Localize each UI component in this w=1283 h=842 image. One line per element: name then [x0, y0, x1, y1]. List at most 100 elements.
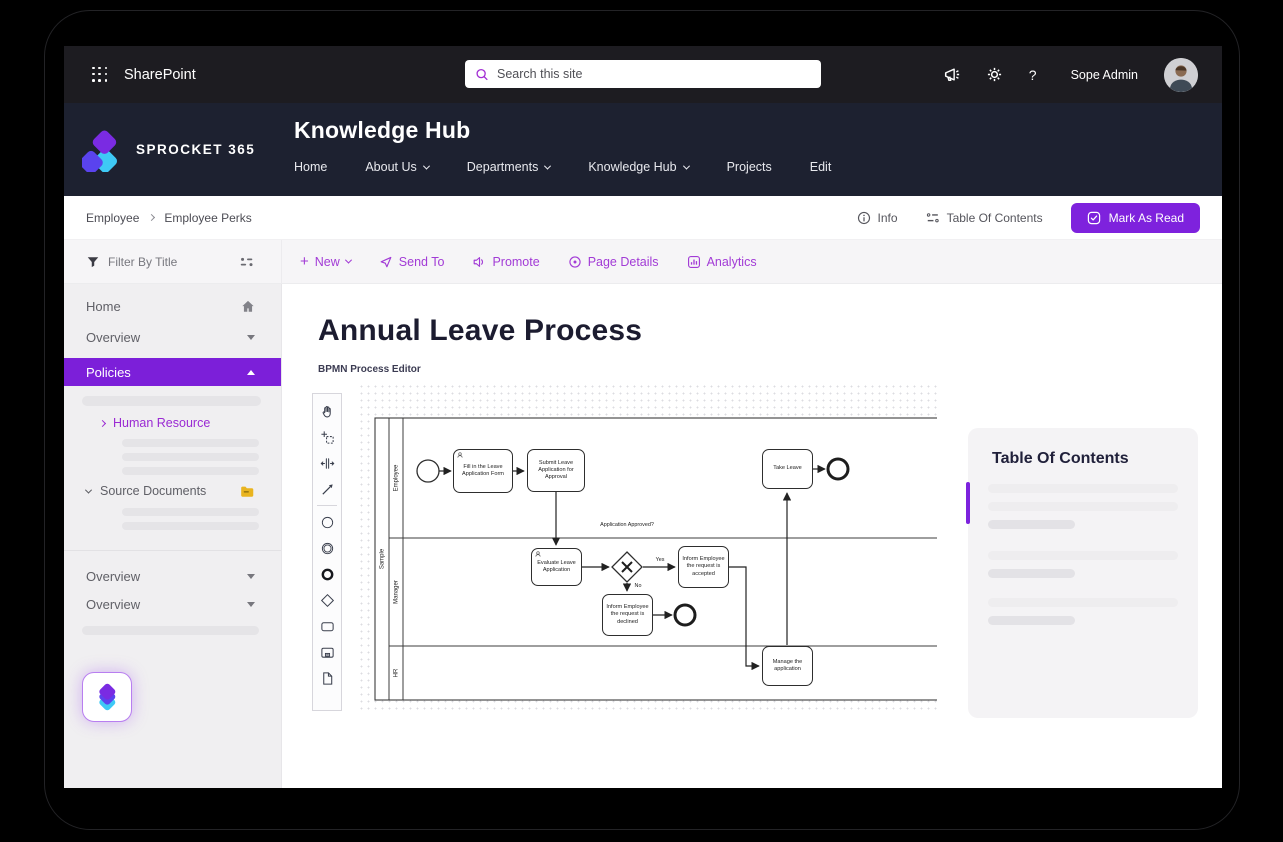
send-to-button[interactable]: Send To — [379, 255, 444, 269]
skeleton-line — [988, 502, 1178, 511]
lane-label-manager: Manager — [394, 580, 400, 604]
bpmn-diagram[interactable]: Sample Employee Manager HR — [310, 383, 937, 715]
user-task-icon — [535, 551, 541, 557]
hub-nav: Home About Us Departments Knowledge Hub … — [294, 160, 831, 174]
skeleton-line — [988, 551, 1178, 560]
chevron-down-icon — [682, 162, 690, 170]
task-submit[interactable]: Submit Leave Application for Approval — [527, 449, 585, 492]
gateway-label: Application Approved? — [600, 522, 654, 528]
table-of-contents-button[interactable]: Table Of Contents — [926, 211, 1043, 225]
start-event-tool-icon[interactable] — [314, 509, 340, 535]
skeleton-line — [82, 396, 261, 406]
nav-knowledge-hub[interactable]: Knowledge Hub — [588, 160, 690, 174]
page-details-button[interactable]: Page Details — [568, 255, 659, 269]
nav-home[interactable]: Home — [294, 160, 328, 174]
sprocket-logo-icon — [99, 683, 116, 711]
skeleton-line — [988, 484, 1178, 493]
sharepoint-app-window: SharePoint ? Sope Admin — [64, 46, 1222, 788]
topbar: SharePoint ? Sope Admin — [64, 46, 1222, 103]
sidebar-item-source-documents[interactable]: Source Documents — [84, 484, 255, 498]
waffle-menu-icon[interactable] — [92, 66, 108, 83]
avatar[interactable] — [1164, 57, 1198, 92]
breadcrumb-bar: Employee Employee Perks Info Table Of Co… — [64, 196, 1222, 240]
skeleton-line — [988, 520, 1075, 529]
promote-button[interactable]: Promote — [472, 255, 540, 269]
nav-edit[interactable]: Edit — [809, 160, 832, 174]
page-title-hub: Knowledge Hub — [294, 117, 471, 143]
data-object-tool-icon[interactable] — [314, 665, 340, 691]
user-task-icon — [457, 452, 463, 458]
user-name[interactable]: Sope Admin — [1070, 67, 1138, 82]
search-input[interactable] — [497, 67, 811, 81]
target-icon — [569, 255, 581, 268]
view-options-icon[interactable] — [239, 255, 255, 269]
command-bar: Filter By Title + New Send To Promote Pa… — [64, 240, 1222, 284]
breadcrumb-employee[interactable]: Employee — [86, 210, 140, 225]
task-accepted[interactable]: Inform Employee the request is accepted — [678, 546, 729, 588]
sidebar-item-home[interactable]: Home — [64, 292, 281, 320]
chevron-right-icon — [98, 419, 107, 427]
sprocket-logo-icon — [82, 129, 118, 172]
nav-projects[interactable]: Projects — [726, 160, 772, 174]
bpmn-editor-label: BPMN Process Editor — [318, 364, 421, 375]
new-button[interactable]: + New — [300, 253, 352, 270]
folder-icon — [241, 486, 254, 497]
site-header: SPROCKET 365 Knowledge Hub Home About Us… — [64, 103, 1222, 196]
flow-label-no: No — [634, 583, 642, 589]
chevron-down-icon — [544, 162, 552, 170]
info-icon — [857, 211, 870, 224]
task-evaluate[interactable]: Evaluate Leave Application — [531, 548, 582, 586]
sidebar-item-policies[interactable]: Policies — [64, 358, 281, 386]
table-of-contents-panel: Table Of Contents — [966, 428, 1198, 718]
skeleton-line — [988, 598, 1178, 607]
gateway-tool-icon[interactable] — [314, 587, 340, 613]
site-search[interactable] — [465, 60, 821, 88]
skeleton-line — [988, 616, 1075, 625]
breadcrumb-separator-icon — [148, 213, 156, 222]
hand-tool-icon[interactable] — [314, 398, 340, 424]
skeleton-line — [122, 508, 259, 516]
bpmn-tool-palette — [312, 393, 342, 711]
plus-icon: + — [300, 253, 309, 270]
task-declined[interactable]: Inform Employee the request is declined — [602, 594, 653, 636]
nav-departments[interactable]: Departments — [467, 160, 552, 174]
sidebar-divider — [64, 550, 281, 551]
task-take-leave[interactable]: Take Leave — [762, 449, 813, 489]
site-logo[interactable]: SPROCKET 365 — [82, 103, 294, 196]
lasso-tool-icon[interactable] — [314, 424, 340, 450]
sidebar-item-overview-3[interactable]: Overview — [64, 594, 281, 614]
start-event[interactable] — [416, 459, 440, 483]
task-manage[interactable]: Manage the application — [762, 646, 813, 686]
breadcrumb-employee-perks[interactable]: Employee Perks — [164, 210, 252, 225]
gear-icon[interactable] — [986, 66, 1003, 83]
caret-down-icon — [247, 334, 255, 340]
end-event-declined[interactable] — [673, 603, 697, 627]
end-event-tool-icon[interactable] — [314, 561, 340, 587]
help-icon[interactable]: ? — [1028, 66, 1037, 83]
subprocess-tool-icon[interactable] — [314, 639, 340, 665]
sprocket-badge[interactable] — [82, 672, 132, 722]
megaphone-icon[interactable] — [943, 66, 960, 83]
task-fill-form[interactable]: Fill in the Leave Application Form — [453, 449, 513, 493]
filter-by-title-label[interactable]: Filter By Title — [108, 254, 178, 269]
nav-about-us[interactable]: About Us — [365, 160, 430, 174]
skeleton-line — [122, 453, 259, 461]
space-tool-icon[interactable] — [314, 450, 340, 476]
device-bezel — [44, 10, 1240, 830]
flow-label-yes: Yes — [655, 557, 665, 563]
speaker-icon — [474, 256, 484, 267]
home-icon — [242, 300, 254, 312]
connector-tool-icon[interactable] — [314, 476, 340, 502]
task-tool-icon[interactable] — [314, 613, 340, 639]
mark-as-read-button[interactable]: Mark As Read — [1070, 202, 1200, 233]
sidebar-item-overview-2[interactable]: Overview — [64, 566, 281, 586]
sidebar-item-human-resource[interactable]: Human Resource — [98, 416, 210, 430]
intermediate-event-tool-icon[interactable] — [314, 535, 340, 561]
caret-down-icon — [247, 573, 255, 579]
end-event-leave[interactable] — [826, 457, 850, 481]
analytics-button[interactable]: Analytics — [687, 255, 757, 269]
sidebar-item-overview[interactable]: Overview — [64, 323, 281, 351]
info-button[interactable]: Info — [857, 211, 898, 225]
check-square-icon — [1087, 211, 1100, 224]
app-name: SharePoint — [124, 66, 196, 83]
